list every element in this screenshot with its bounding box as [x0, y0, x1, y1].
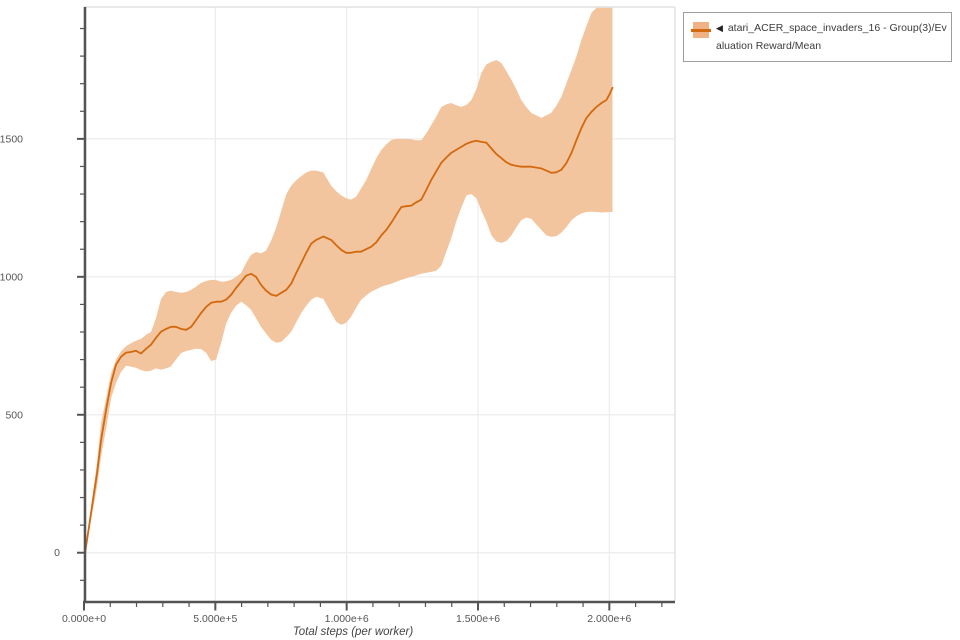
legend-swatch-icon [691, 22, 711, 38]
x-tick-label: 1.500e+6 [456, 613, 500, 625]
legend-box: ◀ atari_ACER_space_invaders_16 - Group(3… [683, 12, 952, 62]
x-axis-title: Total steps (per worker) [293, 626, 414, 638]
y-tick-label: 0 [54, 547, 60, 559]
series-mean-line [84, 86, 614, 554]
series-layer [84, 7, 614, 554]
y-tick-label: 500 [5, 409, 23, 421]
tick-labels: 0.000e+0 5.000e+5 1.000e+6 1.500e+6 2.000e+6… [0, 133, 632, 625]
x-tick-label: 0.000e+0 [62, 613, 106, 625]
x-tick-label: 1.000e+6 [325, 613, 369, 625]
legend-label: ◀ atari_ACER_space_invaders_16 - Group(3… [716, 20, 951, 55]
legend-series-name: atari_ACER_space_invaders_16 - Group(3)/… [716, 22, 947, 52]
x-tick-label: 2.000e+6 [587, 613, 631, 625]
legend-item[interactable]: ◀ atari_ACER_space_invaders_16 - Group(3… [691, 20, 951, 55]
y-tick-label: 1500 [0, 133, 23, 145]
x-tick-label: 5.000e+5 [193, 613, 237, 625]
legend-collapse-icon: ◀ [716, 23, 725, 33]
axis-ticks [77, 27, 663, 611]
y-tick-label: 1000 [0, 271, 23, 283]
series-band [85, 7, 613, 553]
